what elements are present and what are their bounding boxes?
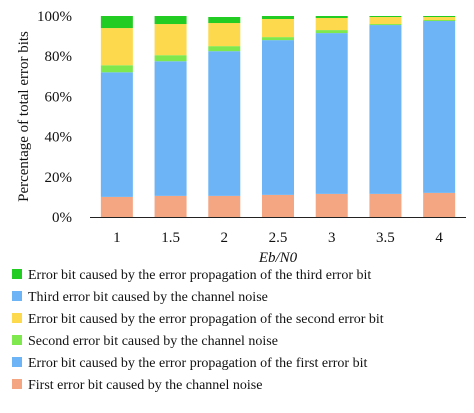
bar-segment-2	[423, 21, 456, 193]
bar-segment-2	[208, 51, 241, 196]
legend-swatch	[12, 335, 22, 345]
bar-segment-4	[369, 17, 402, 25]
legend-label: First error bit caused by the channel no…	[28, 378, 262, 393]
bar-segment-3	[262, 37, 294, 41]
bar-segment-2	[154, 61, 187, 196]
y-tick-label: 40%	[45, 130, 73, 146]
bar-segment-1	[423, 192, 456, 217]
y-axis-ticks: 0% 20% 40% 60% 80% 100%	[37, 9, 72, 226]
legend-swatch	[12, 291, 22, 301]
legend-swatch	[12, 313, 22, 323]
bar-segment-3	[369, 24, 402, 26]
y-tick-label: 80%	[45, 49, 73, 65]
bar-segment-3	[208, 46, 241, 52]
bar-segment-6	[208, 17, 241, 24]
x-tick-label: 3.5	[376, 230, 395, 246]
bars	[100, 16, 456, 217]
bar-segment-2	[262, 40, 294, 195]
x-tick-label: 1	[113, 230, 121, 246]
bar-segment-4	[208, 23, 241, 47]
bar-segment-6	[423, 16, 456, 18]
legend-label: Error bit caused by the error propagatio…	[28, 268, 371, 283]
bar-segment-6	[100, 16, 133, 29]
bar-segment-1	[315, 193, 348, 217]
bar-segment-6	[154, 16, 187, 25]
x-tick-label: 2	[221, 230, 229, 246]
bar-segment-3	[315, 30, 348, 34]
legend-swatch	[12, 357, 22, 367]
x-axis-label: Eb/N0	[258, 250, 298, 266]
y-tick-label: 100%	[37, 9, 72, 25]
bar-segment-6	[369, 16, 402, 18]
bar-segment-4	[423, 17, 456, 21]
bar-segment-1	[100, 196, 133, 217]
bar-segment-1	[369, 193, 402, 217]
x-tick-label: 4	[435, 230, 443, 246]
legend-label: Error bit caused by the error propagatio…	[28, 356, 367, 371]
legend-label: Error bit caused by the error propagatio…	[28, 312, 384, 327]
bar-segment-3	[154, 55, 187, 62]
legend-label: Second error bit caused by the channel n…	[28, 334, 278, 349]
legend-label: Third error bit caused by the channel no…	[28, 290, 268, 305]
bar-segment-4	[262, 19, 294, 38]
legend-swatch	[12, 269, 22, 279]
bar-segment-4	[315, 18, 348, 31]
bar-segment-2	[315, 33, 348, 194]
y-tick-label: 20%	[45, 170, 73, 186]
y-tick-label: 0%	[52, 210, 72, 226]
bar-segment-2	[369, 25, 402, 194]
x-axis-ticks: 1 1.5 2 2.5 3 3.5 4	[113, 230, 443, 246]
bar-segment-6	[262, 16, 294, 20]
bar-segment-3	[423, 20, 456, 22]
legend-swatch	[12, 379, 22, 389]
x-tick-label: 2.5	[269, 230, 288, 246]
x-tick-label: 3	[328, 230, 336, 246]
bar-segment-4	[100, 28, 133, 66]
bar-segment-4	[154, 24, 187, 56]
bar-segment-1	[154, 195, 187, 217]
y-axis-label: Percentage of total error bits	[16, 31, 32, 202]
y-tick-label: 60%	[45, 89, 73, 105]
bar-segment-2	[100, 72, 133, 197]
bar-segment-6	[315, 16, 348, 19]
legend: Error bit caused by the error propagatio…	[12, 268, 384, 393]
bar-segment-1	[262, 194, 294, 217]
x-tick-label: 1.5	[161, 230, 180, 246]
bar-segment-3	[100, 65, 133, 73]
bar-segment-1	[208, 195, 241, 217]
